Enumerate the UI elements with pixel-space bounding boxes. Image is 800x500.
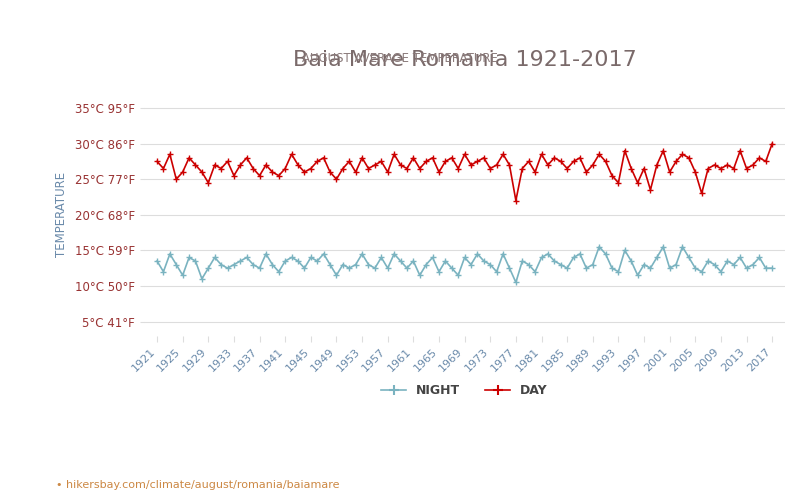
Text: • hikersbay.com/climate/august/romania/baiamare: • hikersbay.com/climate/august/romania/b…: [56, 480, 339, 490]
Legend: NIGHT, DAY: NIGHT, DAY: [376, 379, 553, 402]
Y-axis label: TEMPERATURE: TEMPERATURE: [55, 172, 68, 258]
Text: AUGUST AVERAGE TEMPERATURE: AUGUST AVERAGE TEMPERATURE: [302, 52, 498, 66]
Title: Baia Mare Romania 1921-2017: Baia Mare Romania 1921-2017: [293, 50, 637, 70]
